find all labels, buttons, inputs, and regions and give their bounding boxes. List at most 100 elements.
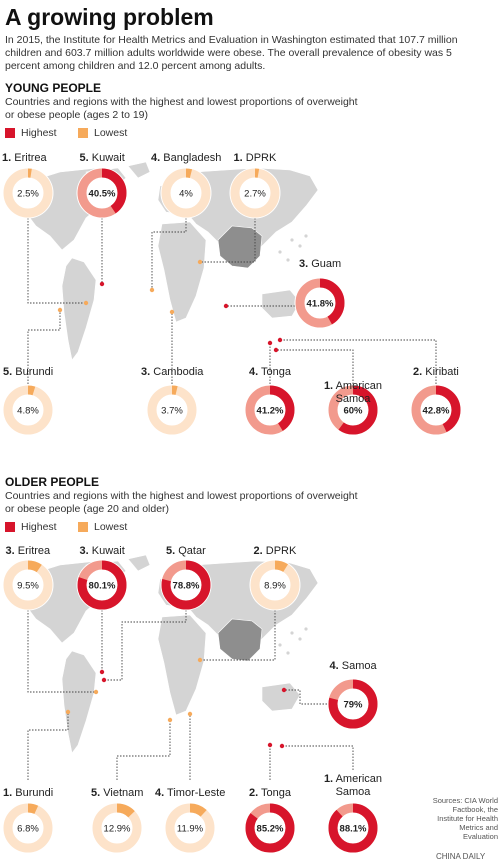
country-name: Samoa (338, 660, 377, 672)
donut-value-label: 2.7% (244, 189, 266, 200)
donut-value-label: 85.2% (257, 824, 284, 835)
donut-value-arc (230, 168, 280, 218)
donut-value-label: 60% (343, 406, 363, 417)
donut-eritrea: 2.5% (2, 167, 54, 219)
sources-note: Sources: CIA World Factbook, the Institu… (432, 796, 498, 841)
country-name: American Samoa (333, 773, 383, 798)
donut-burundi: 4.8% (2, 384, 54, 436)
country-name: Tonga (258, 787, 292, 799)
donut-value-label: 80.1% (89, 581, 116, 592)
donut-value-arc (77, 560, 127, 610)
donut-value-arc (92, 803, 142, 853)
leader-line (282, 745, 354, 770)
donut-value-label: 78.8% (173, 581, 200, 592)
leader-line (27, 610, 96, 693)
country-name: Kuwait (88, 152, 125, 164)
country-name: Guam (308, 258, 342, 270)
rank-number: 2. (413, 366, 423, 378)
donut-value-arc (328, 679, 378, 729)
country-label: 5. Vietnam (91, 787, 143, 800)
young-section-title: YOUNG PEOPLE (5, 81, 102, 95)
rank-number: 1. (323, 773, 334, 785)
rank-number: 2. (253, 545, 263, 557)
rank-number: 3. (5, 545, 15, 557)
country-label: 4. Samoa (330, 660, 377, 673)
donut-qatar: 78.8% (160, 559, 212, 611)
donut-value-arc (165, 803, 215, 853)
donut-value-label: 9.5% (17, 581, 39, 592)
donut-value-arc (3, 560, 53, 610)
location-marker (187, 711, 193, 717)
country-name: DPRK (262, 545, 297, 557)
donut-vietnam: 12.9% (91, 802, 143, 854)
donut-value-arc (328, 803, 378, 853)
donut-kiribati: 42.8% (410, 384, 462, 436)
location-marker (279, 743, 285, 749)
young-section-subtitle: Countries and regions with the highest a… (5, 96, 358, 121)
leader-line (280, 339, 437, 384)
donut-eritrea: 9.5% (2, 559, 54, 611)
donut-tonga: 41.2% (244, 384, 296, 436)
donut-value-label: 41.8% (307, 299, 334, 310)
donut-value-label: 4% (179, 189, 193, 200)
rank-number: 5. (79, 152, 89, 164)
location-marker (281, 687, 287, 693)
location-marker (277, 337, 283, 343)
country-label: 1. American Samoa (323, 380, 383, 406)
donut-value-label: 42.8% (423, 406, 450, 417)
rank-number: 3. (79, 545, 89, 557)
country-label: 2. DPRK (254, 545, 297, 558)
location-marker (99, 669, 105, 675)
location-marker (267, 340, 273, 346)
donut-value-arc (161, 560, 211, 610)
donut-value-label: 3.7% (161, 406, 183, 417)
leader-line (276, 349, 354, 384)
donut-value-arc (77, 168, 127, 218)
donut-dprk: 2.7% (229, 167, 281, 219)
leader-line (151, 218, 187, 290)
country-name: Tonga (258, 366, 292, 378)
donut-value-label: 6.8% (17, 824, 39, 835)
country-label: 5. Qatar (166, 545, 206, 558)
country-name: Burundi (12, 366, 54, 378)
leader-line (116, 720, 171, 780)
country-label: 1. American Samoa (323, 773, 383, 799)
donut-value-arc (3, 385, 53, 435)
country-label: 1. Burundi (3, 787, 53, 800)
location-marker (65, 709, 71, 715)
leader-line (284, 689, 327, 705)
donut-bangladesh: 4% (160, 167, 212, 219)
highest-swatch (5, 128, 15, 138)
young-legend-lowest: Lowest (78, 127, 127, 139)
country-label: 4. Bangladesh (151, 152, 221, 165)
donut-samoa: 79% (327, 678, 379, 730)
country-label: 5. Burundi (3, 366, 53, 379)
rank-number: 5. (166, 545, 176, 557)
rank-number: 1. (2, 152, 12, 164)
intro-text: In 2015, the Institute for Health Metric… (5, 34, 458, 72)
rank-number: 4. (151, 152, 161, 164)
leader-line (200, 610, 276, 661)
donut-value-label: 79% (343, 700, 363, 711)
country-label: 1. Eritrea (2, 152, 47, 165)
older-section-subtitle: Countries and regions with the highest a… (5, 490, 358, 515)
donut-timor-leste: 11.9% (164, 802, 216, 854)
rank-number: 1. (323, 380, 334, 392)
older-legend-highest: Highest (5, 521, 57, 533)
country-name: Qatar (175, 545, 206, 557)
location-marker (267, 742, 273, 748)
credit: CHINA DAILY (436, 852, 486, 861)
location-marker (273, 347, 279, 353)
leader-line (104, 610, 187, 681)
location-marker (169, 309, 175, 315)
country-name: Bangladesh (160, 152, 222, 164)
country-label: 3. Kuwait (80, 545, 125, 558)
leader-lines (27, 218, 437, 780)
highest-swatch (5, 522, 15, 532)
location-marker (197, 657, 203, 663)
older-section-title: OLDER PEOPLE (5, 475, 100, 489)
donut-american-samoa: 60% (327, 384, 379, 436)
location-marker (99, 281, 105, 287)
leader-line (27, 712, 69, 780)
donut-value-label: 12.9% (104, 824, 131, 835)
